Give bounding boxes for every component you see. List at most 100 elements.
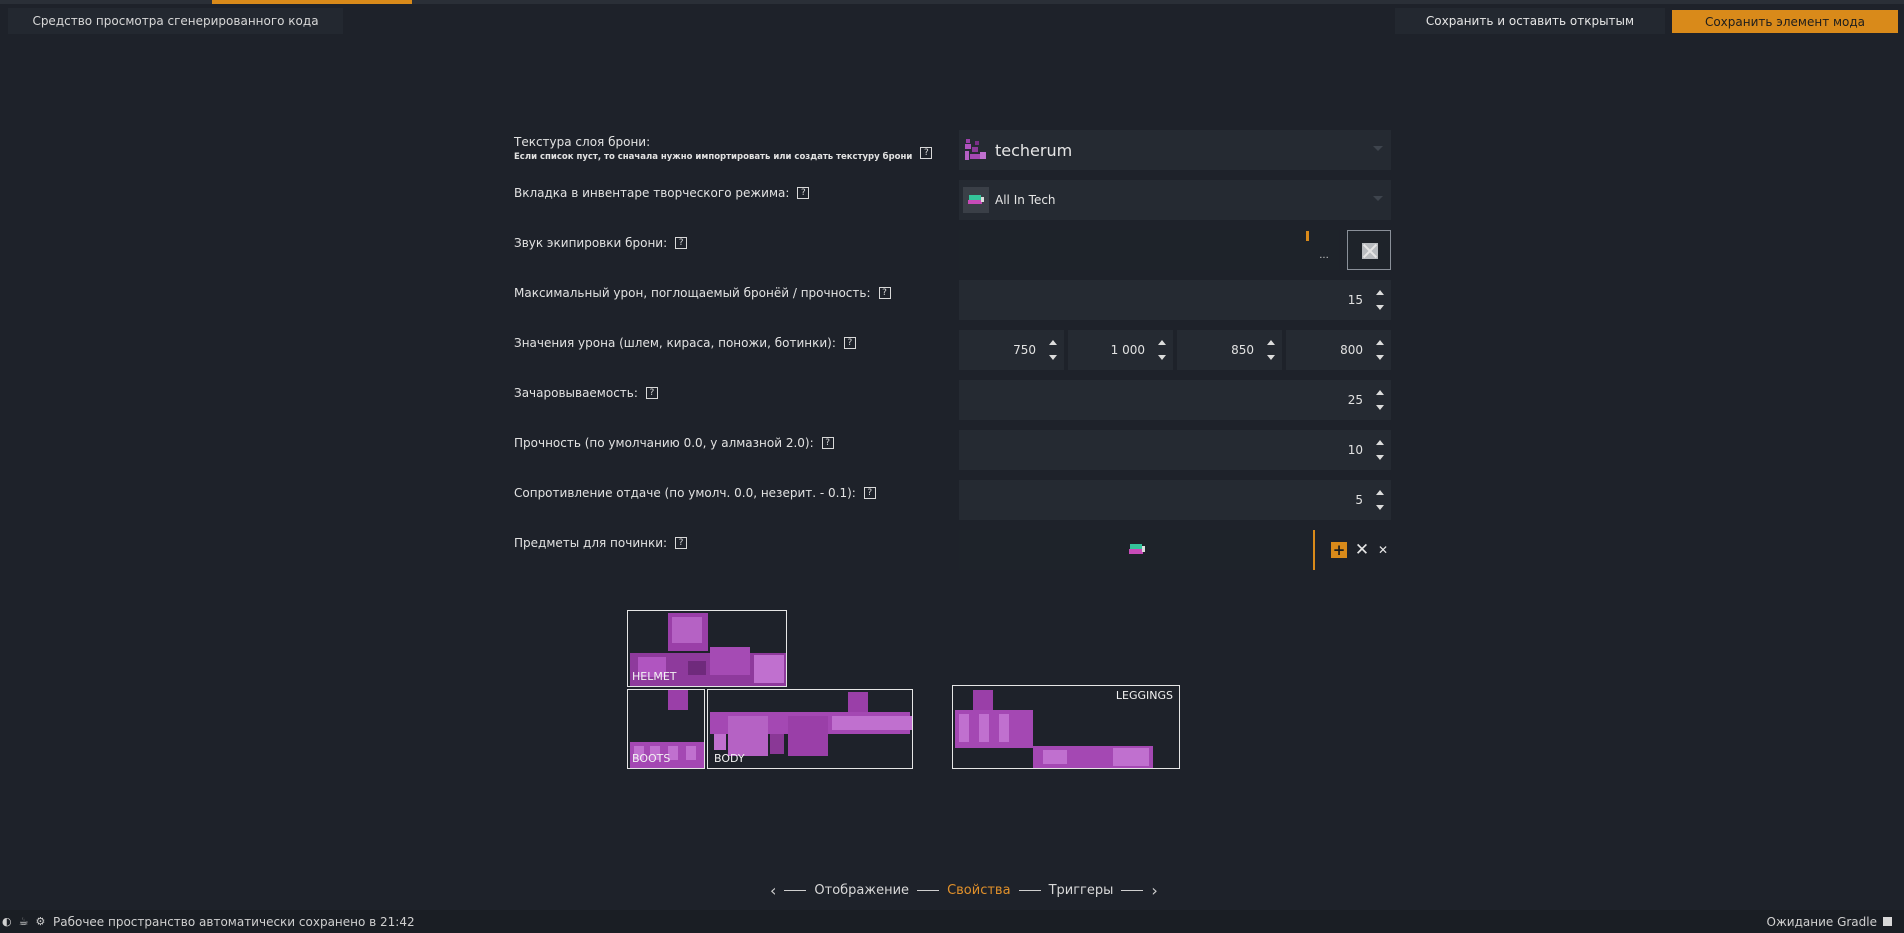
creative-tab-row: Вкладка в инвентаре творческого режима: …: [514, 180, 1391, 220]
status-message: Рабочее пространство автоматически сохра…: [53, 914, 415, 929]
spinner-arrows[interactable]: [1373, 380, 1387, 420]
chestplate-damage-value: 1 000: [1110, 343, 1145, 357]
step-separator: [1018, 889, 1041, 891]
toughness-row: Прочность (по умолчанию 0.0, у алмазной …: [514, 430, 1391, 470]
circle-icon[interactable]: ◐: [2, 915, 12, 928]
step-properties[interactable]: Свойства: [947, 882, 1011, 898]
help-icon[interactable]: ?: [843, 337, 856, 349]
help-icon[interactable]: ?: [645, 387, 658, 399]
enchantability-value: 25: [1347, 393, 1363, 407]
body-preview-label: BODY: [714, 752, 745, 765]
enchantability-spinner[interactable]: 25: [959, 380, 1391, 420]
creative-tab-thumbnail-icon: [963, 187, 989, 213]
gradle-status: Ожидание Gradle: [1767, 910, 1892, 933]
help-icon[interactable]: ?: [821, 437, 834, 449]
repair-items-row: Предметы для починки: ? + ✕ ✕: [514, 530, 1391, 570]
knockback-spinner[interactable]: 5: [959, 480, 1391, 520]
leggings-texture-preview: LEGGINGS: [952, 685, 1180, 769]
close-icon: [1362, 243, 1378, 259]
equip-sound-selector: ! ...: [959, 230, 1391, 270]
creative-tab-combobox[interactable]: All In Tech: [959, 180, 1391, 220]
step-separator: [1121, 889, 1144, 891]
equip-sound-input[interactable]: [959, 230, 1309, 270]
texture-row: Текстура слоя брони: Если список пуст, т…: [514, 130, 1391, 170]
toughness-spinner[interactable]: 10: [959, 430, 1391, 470]
java-icon[interactable]: ☕: [18, 915, 29, 928]
status-icons: ◐ ☕ ⚙: [0, 910, 45, 933]
chevron-down-icon: [1373, 196, 1383, 201]
chestplate-damage-spinner[interactable]: 1 000: [1068, 330, 1173, 370]
helmet-damage-spinner[interactable]: 750: [959, 330, 1064, 370]
help-icon[interactable]: ?: [863, 487, 876, 499]
repair-item-icon[interactable]: [1127, 542, 1147, 558]
help-icon[interactable]: ?: [797, 187, 810, 199]
equip-sound-label-text: Звук экипировки брони:: [514, 236, 668, 250]
chevron-right-icon[interactable]: ›: [1151, 880, 1158, 900]
help-icon[interactable]: ?: [878, 287, 891, 299]
toughness-label: Прочность (по умолчанию 0.0, у алмазной …: [514, 436, 834, 450]
max-damage-spinner[interactable]: 15: [959, 280, 1391, 320]
step-separator: [917, 889, 940, 891]
help-icon[interactable]: ?: [675, 537, 688, 549]
save-and-keep-open-button[interactable]: Сохранить и оставить открытым: [1395, 8, 1665, 34]
add-repair-item-button[interactable]: +: [1331, 541, 1347, 559]
boots-damage-value: 800: [1340, 343, 1363, 357]
status-bar: ◐ ☕ ⚙ Рабочее пространство автоматически…: [0, 910, 1904, 933]
help-icon[interactable]: ?: [920, 146, 933, 159]
texture-label-text: Текстура слоя брони:: [514, 135, 651, 149]
boots-damage-spinner[interactable]: 800: [1286, 330, 1391, 370]
browse-sound-button[interactable]: ...: [1309, 230, 1339, 270]
boots-texture-preview: BOOTS: [627, 689, 705, 769]
step-separator: [784, 889, 807, 891]
code-viewer-button[interactable]: Средство просмотра сгенерированного кода: [8, 8, 343, 34]
creative-tab-label: Вкладка в инвентаре творческого режима: …: [514, 186, 810, 200]
repair-items-container[interactable]: [959, 530, 1315, 570]
gradle-status-text: Ожидание Gradle: [1766, 914, 1877, 929]
leggings-damage-spinner[interactable]: 850: [1177, 330, 1282, 370]
clear-repair-items-button[interactable]: ✕: [1377, 543, 1389, 557]
toughness-label-text: Прочность (по умолчанию 0.0, у алмазной …: [514, 436, 814, 450]
spinner-arrows[interactable]: [1373, 430, 1387, 470]
repair-items-label: Предметы для починки: ?: [514, 536, 688, 550]
boots-preview-label: BOOTS: [632, 752, 671, 765]
repair-items-label-text: Предметы для починки:: [514, 536, 668, 550]
save-mod-element-button[interactable]: Сохранить элемент мода: [1672, 10, 1898, 33]
chevron-left-icon[interactable]: ‹: [770, 880, 777, 900]
damage-values-label-text: Значения урона (шлем, кираса, поножи, бо…: [514, 336, 836, 350]
spinner-arrows[interactable]: [1155, 330, 1169, 370]
clear-sound-button[interactable]: [1347, 230, 1391, 270]
texture-value: techerum: [995, 140, 1073, 160]
enchantability-label-text: Зачаровываемость:: [514, 386, 638, 400]
spinner-arrows[interactable]: [1046, 330, 1060, 370]
texture-thumbnail-icon: [965, 139, 986, 160]
helmet-preview-label: HELMET: [632, 670, 677, 683]
spinner-arrows[interactable]: [1373, 480, 1387, 520]
step-appearance[interactable]: Отображение: [814, 882, 910, 898]
leggings-damage-value: 850: [1231, 343, 1254, 357]
remove-repair-item-button[interactable]: ✕: [1354, 540, 1370, 560]
gear-icon[interactable]: ⚙: [35, 915, 46, 928]
toughness-value: 10: [1347, 443, 1363, 457]
help-icon[interactable]: ?: [675, 237, 688, 249]
helmet-damage-value: 750: [1013, 343, 1036, 357]
creative-tab-label-text: Вкладка в инвентаре творческого режима:: [514, 186, 790, 200]
body-texture-preview: BODY: [707, 689, 913, 769]
spinner-arrows[interactable]: [1373, 330, 1387, 370]
knockback-label-text: Сопротивление отдаче (по умолч. 0.0, нез…: [514, 486, 856, 500]
max-damage-row: Максимальный урон, поглощаемый бронёй / …: [514, 280, 1391, 320]
leggings-preview-label: LEGGINGS: [1115, 689, 1173, 702]
wizard-steps: ‹ Отображение Свойства Триггеры ›: [770, 880, 1158, 900]
texture-label: Текстура слоя брони: Если список пуст, т…: [514, 135, 933, 162]
helmet-texture-preview: HELMET: [627, 610, 787, 687]
damage-values-row: Значения урона (шлем, кираса, поножи, бо…: [514, 330, 1391, 370]
texture-combobox[interactable]: techerum: [959, 130, 1391, 170]
spinner-arrows[interactable]: [1373, 280, 1387, 320]
top-strip: [0, 0, 1904, 4]
max-damage-value: 15: [1347, 293, 1363, 307]
max-damage-label-text: Максимальный урон, поглощаемый бронёй / …: [514, 286, 871, 300]
spinner-arrows[interactable]: [1264, 330, 1278, 370]
repair-items-list: + ✕ ✕: [959, 530, 1391, 570]
stop-icon[interactable]: [1883, 917, 1892, 926]
chevron-down-icon: [1373, 146, 1383, 151]
step-triggers[interactable]: Триггеры: [1048, 882, 1114, 898]
